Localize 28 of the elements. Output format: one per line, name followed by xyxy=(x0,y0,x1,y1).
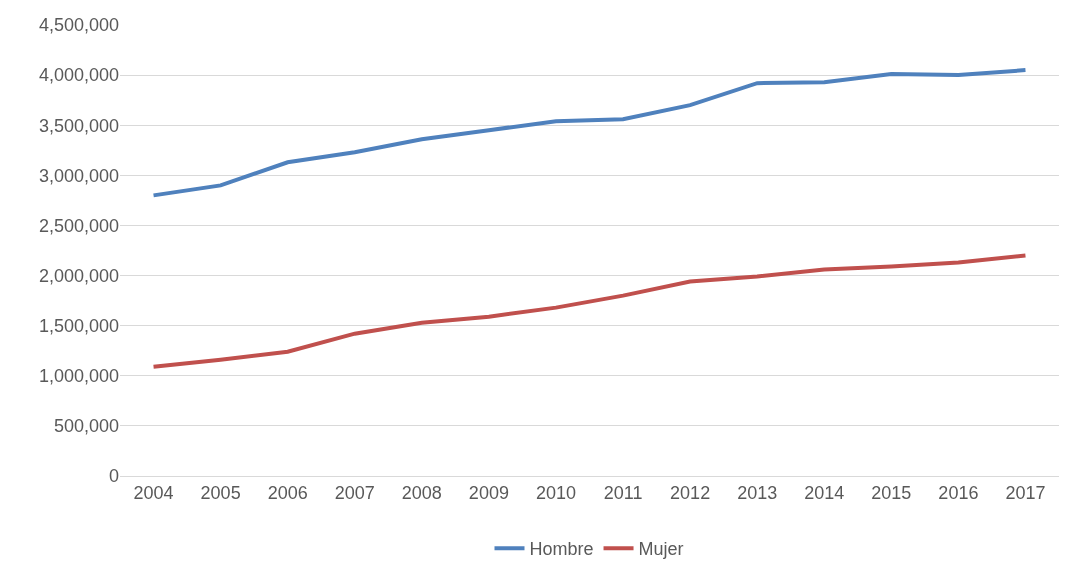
x-tick-label: 2010 xyxy=(535,482,576,503)
x-tick-label: 2009 xyxy=(468,482,509,503)
x-tick-label: 2017 xyxy=(1005,482,1046,503)
y-tick-label: 500,000 xyxy=(53,416,119,437)
legend-label: Hombre xyxy=(529,539,594,560)
x-tick-label: 2014 xyxy=(804,482,845,503)
y-tick-label: 2,500,000 xyxy=(38,215,119,236)
x-tick-label: 2012 xyxy=(670,482,711,503)
y-tick-label: 4,000,000 xyxy=(38,65,119,86)
x-tick-label: 2004 xyxy=(133,482,174,503)
x-tick-label: 2006 xyxy=(267,482,308,503)
legend-label: Mujer xyxy=(638,539,684,560)
x-tick-label: 2011 xyxy=(603,482,643,503)
y-tick-label: 0 xyxy=(108,466,119,487)
y-tick-label: 2,000,000 xyxy=(38,265,119,286)
x-tick-label: 2016 xyxy=(938,482,979,503)
x-tick-label: 2015 xyxy=(871,482,912,503)
line-series xyxy=(151,68,1028,198)
y-tick-label: 3,000,000 xyxy=(38,165,119,186)
y-tick-label: 3,500,000 xyxy=(38,115,119,136)
x-tick-label: 2013 xyxy=(737,482,778,503)
y-tick-label: 1,000,000 xyxy=(38,366,119,387)
x-tick-label: 2007 xyxy=(334,482,375,503)
x-tick-label: 2008 xyxy=(401,482,442,503)
x-tick-label: 2005 xyxy=(200,482,241,503)
y-tick-label: 4,500,000 xyxy=(38,15,119,36)
y-tick-label: 1,500,000 xyxy=(38,315,119,336)
line-series xyxy=(151,253,1028,369)
